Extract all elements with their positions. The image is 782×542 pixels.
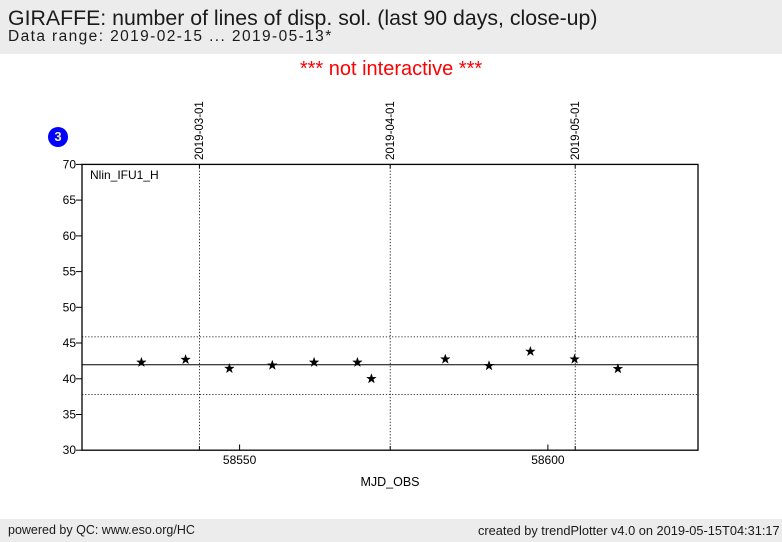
svg-text:35: 35 (63, 408, 77, 422)
svg-text:45: 45 (63, 336, 77, 350)
svg-text:58600: 58600 (531, 453, 565, 467)
svg-text:40: 40 (63, 372, 77, 386)
svg-text:60: 60 (63, 229, 77, 243)
svg-text:Nlin_IFU1_H: Nlin_IFU1_H (90, 168, 159, 182)
svg-text:MJD_OBS: MJD_OBS (360, 475, 419, 489)
svg-text:30: 30 (63, 443, 77, 457)
svg-text:70: 70 (63, 158, 77, 172)
svg-text:50: 50 (63, 300, 77, 314)
svg-text:55: 55 (63, 265, 77, 279)
svg-text:58550: 58550 (223, 453, 257, 467)
svg-text:2019-03-01: 2019-03-01 (194, 101, 206, 160)
svg-text:65: 65 (63, 193, 77, 207)
svg-text:2019-05-01: 2019-05-01 (570, 101, 582, 160)
svg-text:2019-04-01: 2019-04-01 (385, 101, 397, 160)
